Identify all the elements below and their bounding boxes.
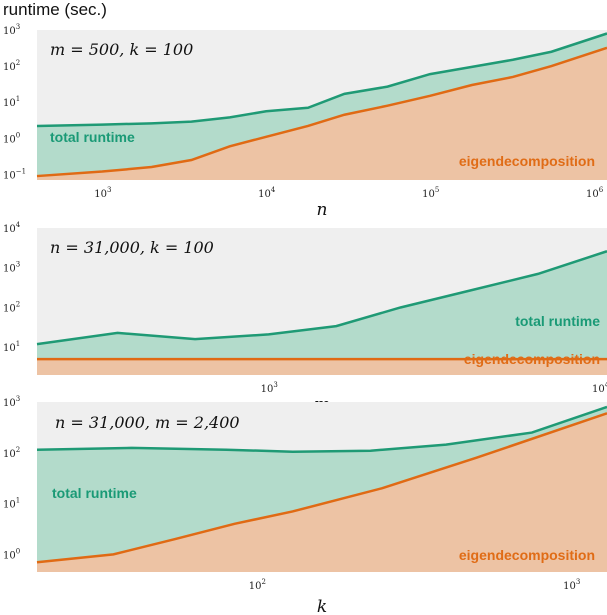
x-tick-label: 103 xyxy=(563,578,580,592)
y-tick-label: 103 xyxy=(3,395,20,409)
y-tick-label: 101 xyxy=(3,340,20,354)
x-tick-label: 106 xyxy=(586,186,604,200)
x-tick-label: 103 xyxy=(94,186,111,200)
y-tick-label: 103 xyxy=(3,23,20,37)
panel-title: m = 500, k = 100 xyxy=(50,40,193,59)
total-runtime-line xyxy=(36,32,607,128)
total-runtime-label: total runtime xyxy=(50,129,135,145)
panel-title: n = 31,000, m = 2,400 xyxy=(55,413,240,432)
panel-2: 101102103104103104mn = 31,000, k = 100to… xyxy=(3,221,607,415)
total-runtime-area xyxy=(37,251,607,375)
eigendecomposition-label: eigendecomposition xyxy=(459,547,595,563)
panel-3: 100 101 102 103 102 103 k n = 31,000, m = 2,400… xyxy=(3,395,607,615)
y-tick-label: 10−1 xyxy=(3,167,26,181)
eigendecomposition-line xyxy=(36,412,607,564)
y-tick-label: 102 xyxy=(3,59,20,73)
y-tick-label: 100 xyxy=(3,547,20,561)
x-tick-label: 103 xyxy=(261,381,278,395)
x-tick-label: 102 xyxy=(249,578,266,592)
eigendecomposition-label: eigendecomposition xyxy=(464,351,600,367)
total-runtime-label: total runtime xyxy=(52,485,137,501)
total-runtime-line xyxy=(36,250,607,346)
x-axis-label: n xyxy=(317,200,328,220)
y-tick-label: 101 xyxy=(3,95,20,109)
x-tick-label: 104 xyxy=(592,381,607,395)
y-tick-label: 100 xyxy=(3,131,20,145)
panel-title: n = 31,000, k = 100 xyxy=(50,238,214,257)
y-tick-label: 102 xyxy=(3,446,20,460)
eigendecomposition-line xyxy=(36,46,607,178)
y-tick-label: 104 xyxy=(3,221,21,235)
eigendecomposition-area xyxy=(37,359,607,375)
y-tick-label: 101 xyxy=(3,497,20,511)
panel-1: 10−1 100 101 102 103 103 104 105 106 n m = 500, k … xyxy=(3,23,607,220)
total-runtime-line xyxy=(36,405,607,453)
x-tick-label: 104 xyxy=(258,186,276,200)
eigendecomposition-label: eigendecomposition xyxy=(459,153,595,169)
y-tick-label: 102 xyxy=(3,300,20,314)
y-tick-label: 103 xyxy=(3,261,20,275)
eigendecomposition-area xyxy=(37,413,607,572)
x-tick-label: 105 xyxy=(422,186,439,200)
x-axis-label: k xyxy=(317,597,327,615)
y-axis-label: runtime (sec.) xyxy=(3,0,107,19)
total-runtime-label: total runtime xyxy=(515,313,600,329)
eigendecomposition-area xyxy=(37,47,607,180)
